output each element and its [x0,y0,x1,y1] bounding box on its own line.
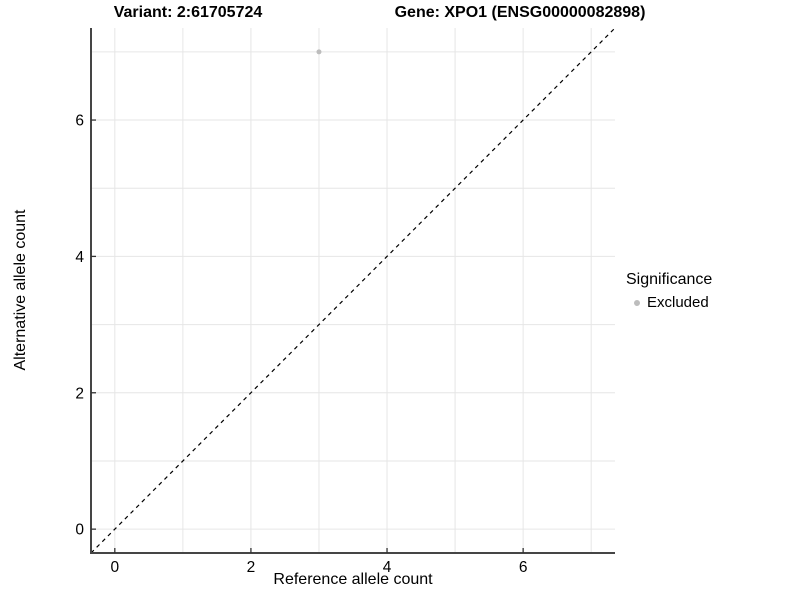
identity-dashed-line [90,27,616,554]
y-tick-label: 4 [75,249,84,266]
legend-title: Significance [626,271,713,288]
legend: Significance Excluded [626,271,712,311]
y-tick-label: 6 [75,113,84,130]
x-tick-label: 0 [111,559,120,576]
excluded-point-swatch [634,299,640,306]
x-tick-label: 4 [383,559,392,576]
x-tick-label: 6 [519,559,528,576]
variant-title: Variant: 2:61705724 [113,4,263,21]
legend-entry-excluded: Excluded [626,294,712,311]
legend-entry-label: Excluded [647,294,709,311]
x-tick-label: 2 [247,559,256,576]
data-point [316,49,322,55]
y-tick-label: 0 [75,522,84,539]
y-tick-label: 2 [75,385,84,402]
gene-title: Gene: XPO1 (ENSG00000082898) [394,4,646,21]
x-axis-title: Reference allele count [273,571,433,588]
